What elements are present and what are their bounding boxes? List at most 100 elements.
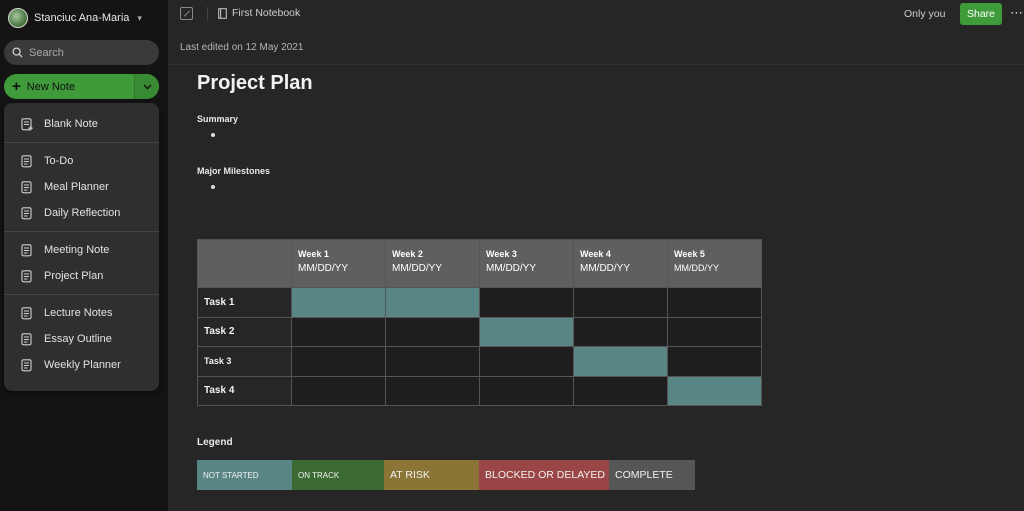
note-icon <box>21 269 32 282</box>
menu-item-label: Meeting Note <box>44 244 110 256</box>
week-date: MM/DD/YY <box>580 263 630 274</box>
sharing-status[interactable]: Only you <box>904 8 946 20</box>
timeline-cell[interactable] <box>385 375 480 406</box>
menu-separator <box>4 231 159 232</box>
chevron-down-icon <box>143 84 151 89</box>
week-header[interactable]: Week 1 MM/DD/YY <box>291 239 386 288</box>
note-topbar: First Notebook Only you Share ⋯ <box>168 0 1024 30</box>
new-note-button[interactable]: + New Note <box>4 74 134 99</box>
note-icon <box>21 180 32 193</box>
timeline-cell[interactable] <box>573 316 668 347</box>
menu-item-blank-note[interactable]: Blank Note <box>4 111 159 137</box>
more-options-icon[interactable]: ⋯ <box>1010 5 1024 20</box>
timeline-cell[interactable] <box>479 287 574 318</box>
menu-item-lecture-notes[interactable]: Lecture Notes <box>4 300 159 326</box>
timeline-cell[interactable] <box>291 346 386 377</box>
week-header[interactable]: Week 4 MM/DD/YY <box>573 239 668 288</box>
note-icon <box>21 154 32 167</box>
chevron-down-icon: ▾ <box>137 12 142 23</box>
menu-item-essay-outline[interactable]: Essay Outline <box>4 326 159 352</box>
menu-item-project-plan[interactable]: Project Plan <box>4 263 159 289</box>
note-icon <box>21 206 32 219</box>
template-menu: Blank Note To-Do Meal Planner Daily Reflect… <box>4 103 159 391</box>
menu-item-meeting-note[interactable]: Meeting Note <box>4 237 159 263</box>
project-plan-table: Week 1 MM/DD/YY Week 2 MM/DD/YY Week 3 MM/DD/… <box>197 239 762 406</box>
note-icon <box>21 243 32 256</box>
timeline-cell[interactable] <box>667 346 762 377</box>
summary-heading[interactable]: Summary <box>197 114 239 124</box>
timeline-cell[interactable] <box>385 346 480 377</box>
menu-separator <box>4 142 159 143</box>
menu-item-label: Essay Outline <box>44 333 112 345</box>
week-date: MM/DD/YY <box>674 263 719 273</box>
search-box[interactable] <box>4 40 159 65</box>
timeline-cell-active[interactable] <box>573 346 668 377</box>
timeline-cell-active[interactable] <box>385 287 480 318</box>
notebook-name: First Notebook <box>232 7 301 19</box>
page-title[interactable]: Project Plan <box>197 72 313 94</box>
timeline-cell[interactable] <box>667 316 762 347</box>
week-header[interactable]: Week 3 MM/DD/YY <box>479 239 574 288</box>
timeline-cell[interactable] <box>479 346 574 377</box>
table-header-row: Week 1 MM/DD/YY Week 2 MM/DD/YY Week 3 MM/DD/… <box>197 239 762 288</box>
bullet-point[interactable] <box>211 185 215 189</box>
new-note-dropdown-button[interactable] <box>134 74 159 99</box>
timeline-cell[interactable] <box>573 287 668 318</box>
timeline-cell-active[interactable] <box>291 287 386 318</box>
legend-item-complete[interactable]: COMPLETE <box>609 460 695 490</box>
avatar <box>8 8 28 28</box>
task-label[interactable]: Task 1 <box>197 287 292 318</box>
menu-item-label: Lecture Notes <box>44 307 113 319</box>
timeline-cell-active[interactable] <box>479 316 574 347</box>
last-edited-text: Last edited on 12 May 2021 <box>180 42 304 53</box>
week-date: MM/DD/YY <box>392 263 442 274</box>
note-icon <box>21 358 32 371</box>
account-switcher[interactable]: Stanciuc Ana-Maria ▾ <box>8 8 142 28</box>
legend-heading[interactable]: Legend <box>197 437 233 448</box>
week-label: Week 1 <box>298 249 329 259</box>
legend: NOT STARTED ON TRACK AT RISK BLOCKED OR DEL… <box>197 460 695 490</box>
legend-item-blocked-or-delayed[interactable]: BLOCKED OR DELAYED <box>479 460 609 490</box>
new-note-split-button: + New Note <box>4 74 159 99</box>
menu-item-label: Project Plan <box>44 270 104 282</box>
table-body: Task 1 Task 2 Task 3 Task 4 <box>197 287 762 406</box>
menu-item-weekly-planner[interactable]: Weekly Planner <box>4 352 159 378</box>
table-header-corner[interactable] <box>197 239 292 288</box>
timeline-cell[interactable] <box>667 287 762 318</box>
milestones-heading[interactable]: Major Milestones <box>197 166 271 176</box>
task-label[interactable]: Task 4 <box>197 375 292 406</box>
week-header[interactable]: Week 2 MM/DD/YY <box>385 239 480 288</box>
legend-item-at-risk[interactable]: AT RISK <box>384 460 479 490</box>
task-label[interactable]: Task 3 <box>197 346 292 377</box>
menu-item-label: Daily Reflection <box>44 207 121 219</box>
table-row: Task 3 <box>197 346 762 377</box>
week-header[interactable]: Week 5 MM/DD/YY <box>667 239 762 288</box>
menu-item-meal-planner[interactable]: Meal Planner <box>4 174 159 200</box>
week-label: Week 3 <box>486 249 517 259</box>
note-icon <box>21 332 32 345</box>
timeline-cell[interactable] <box>291 316 386 347</box>
timeline-cell[interactable] <box>291 375 386 406</box>
bullet-point[interactable] <box>211 133 215 137</box>
menu-item-to-do[interactable]: To-Do <box>4 148 159 174</box>
plus-icon: + <box>12 78 21 95</box>
timeline-cell[interactable] <box>385 316 480 347</box>
note-plus-icon <box>21 117 33 130</box>
legend-item-not-started[interactable]: NOT STARTED <box>197 460 292 490</box>
search-input[interactable] <box>29 46 139 59</box>
share-button[interactable]: Share <box>960 3 1002 25</box>
table-row: Task 2 <box>197 316 762 347</box>
sidebar: Stanciuc Ana-Maria ▾ + New Note Blank No… <box>0 0 168 511</box>
menu-item-label: To-Do <box>44 155 74 167</box>
table-row: Task 4 <box>197 375 762 406</box>
timeline-cell[interactable] <box>573 375 668 406</box>
timeline-cell[interactable] <box>479 375 574 406</box>
notebook-breadcrumb[interactable]: First Notebook <box>218 7 300 19</box>
timeline-cell-active[interactable] <box>667 375 762 406</box>
menu-item-daily-reflection[interactable]: Daily Reflection <box>4 200 159 226</box>
new-note-label: New Note <box>26 80 76 93</box>
expand-icon[interactable] <box>180 7 193 20</box>
task-label[interactable]: Task 2 <box>197 316 292 347</box>
legend-item-on-track[interactable]: ON TRACK <box>292 460 384 490</box>
